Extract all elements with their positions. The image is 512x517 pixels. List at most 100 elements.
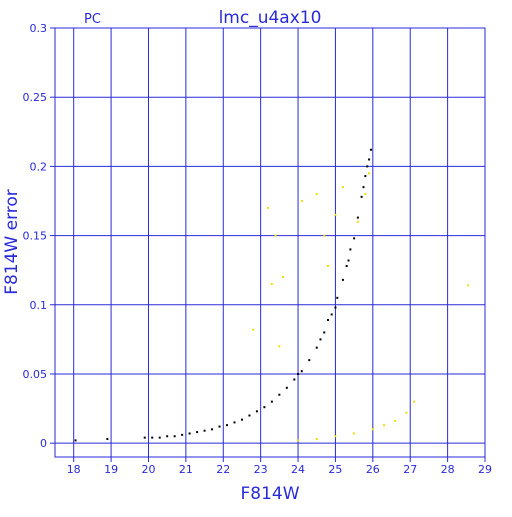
y-tick-labels: 0 0.05 0.1 0.15 0.2 0.25 0.3	[23, 22, 48, 450]
data-point-secondary	[334, 435, 337, 438]
data-point-secondary	[364, 193, 367, 196]
y-tick-label: 0.2	[30, 160, 48, 173]
x-tick-label: 20	[141, 463, 155, 476]
y-tick-label: 0.15	[23, 230, 48, 243]
x-tick-label: 28	[441, 463, 455, 476]
data-point-secondary	[315, 438, 318, 441]
data-point-main	[151, 436, 154, 439]
corner-label: PC	[84, 12, 101, 27]
x-tick-label: 19	[104, 463, 118, 476]
data-point-main	[196, 431, 199, 434]
data-point-secondary	[315, 193, 318, 196]
data-point-main	[360, 195, 363, 198]
data-point-main	[173, 435, 176, 438]
data-point-secondary	[267, 206, 270, 209]
data-point-main	[278, 393, 281, 396]
data-point-secondary	[353, 432, 356, 435]
data-point-main	[285, 386, 288, 389]
data-point-main	[226, 424, 228, 427]
data-point-main	[308, 359, 311, 362]
data-point-main	[368, 158, 371, 161]
data-point-main	[255, 410, 258, 413]
data-point-main	[181, 433, 184, 436]
data-point-main	[293, 378, 296, 381]
data-point-main	[356, 216, 359, 219]
y-tick-label: 0.05	[23, 368, 48, 381]
data-point-secondary	[405, 411, 408, 414]
data-point-main	[341, 278, 344, 281]
data-point-secondary	[412, 400, 415, 403]
data-point-main	[345, 265, 348, 268]
y-tick-label: 0.1	[30, 299, 48, 312]
plot-frame	[54, 27, 486, 458]
y-tick-label: 0	[40, 437, 47, 450]
data-point-secondary	[467, 284, 470, 287]
x-tick-label: 22	[216, 463, 230, 476]
x-tick-label: 29	[478, 463, 492, 476]
data-point-secondary	[371, 428, 374, 431]
y-tick-label: 0.3	[30, 22, 48, 35]
data-point-main	[143, 436, 146, 439]
x-tick-label: 24	[291, 463, 305, 476]
data-point-secondary	[297, 439, 300, 442]
data-point-main	[334, 306, 337, 309]
data-point-secondary	[394, 420, 397, 423]
data-point-secondary	[282, 276, 285, 279]
data-point-main	[233, 421, 236, 424]
data-point-main	[158, 436, 161, 439]
data-point-main	[315, 346, 318, 349]
data-point-secondary	[334, 213, 337, 216]
data-point-main	[218, 425, 221, 428]
data-point-main	[319, 338, 322, 341]
data-point-main	[369, 148, 372, 151]
x-axis-title: F814W	[240, 484, 299, 504]
data-point-secondary	[300, 199, 303, 202]
data-point-main	[326, 318, 329, 321]
data-point-main	[300, 370, 303, 373]
x-tick-label: 23	[254, 463, 268, 476]
data-point-main	[297, 372, 300, 375]
x-tick-label: 26	[366, 463, 380, 476]
data-point-secondary	[326, 265, 329, 268]
data-point-secondary	[278, 345, 281, 348]
x-tick-labels: 18 19 20 21 22 23 24 25 26 27 28 29	[67, 463, 492, 476]
x-tick-label: 18	[67, 463, 81, 476]
data-point-main	[248, 414, 251, 417]
data-point-main	[330, 313, 333, 316]
data-point-main	[188, 432, 191, 435]
data-point-main	[211, 428, 214, 431]
data-point-main	[323, 331, 326, 334]
data-point-main	[263, 406, 266, 409]
points-layer	[74, 148, 470, 442]
data-point-secondary	[252, 328, 255, 331]
data-point-secondary	[274, 234, 277, 237]
y-axis-title: F814W error	[2, 189, 22, 295]
data-point-main	[364, 175, 367, 178]
x-tick-label: 25	[328, 463, 342, 476]
data-point-secondary	[323, 234, 326, 237]
data-point-main	[240, 418, 243, 421]
data-point-main	[349, 248, 352, 251]
data-point-secondary	[270, 283, 273, 286]
chart-title: lmc_u4ax10	[219, 8, 322, 28]
data-point-main	[106, 438, 109, 441]
data-point-secondary	[356, 220, 359, 223]
data-point-main	[74, 439, 77, 442]
data-point-main	[166, 435, 169, 438]
grid-layer	[50, 27, 486, 462]
data-point-main	[353, 237, 356, 240]
data-point-main	[362, 186, 365, 189]
data-point-secondary	[383, 424, 386, 427]
x-tick-label: 27	[403, 463, 417, 476]
data-point-secondary	[341, 186, 344, 189]
x-tick-label: 21	[179, 463, 193, 476]
data-point-main	[203, 429, 206, 432]
data-point-main	[347, 259, 350, 262]
data-point-main	[336, 296, 339, 299]
data-point-main	[366, 165, 369, 168]
data-point-main	[270, 400, 273, 403]
data-point-secondary	[368, 172, 371, 175]
y-tick-label: 0.25	[23, 91, 48, 104]
